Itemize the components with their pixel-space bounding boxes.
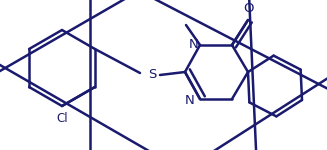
Text: N: N [188,38,198,51]
Text: N: N [185,94,195,108]
Text: O: O [243,2,253,15]
Text: Cl: Cl [56,112,68,125]
Text: S: S [148,69,156,81]
